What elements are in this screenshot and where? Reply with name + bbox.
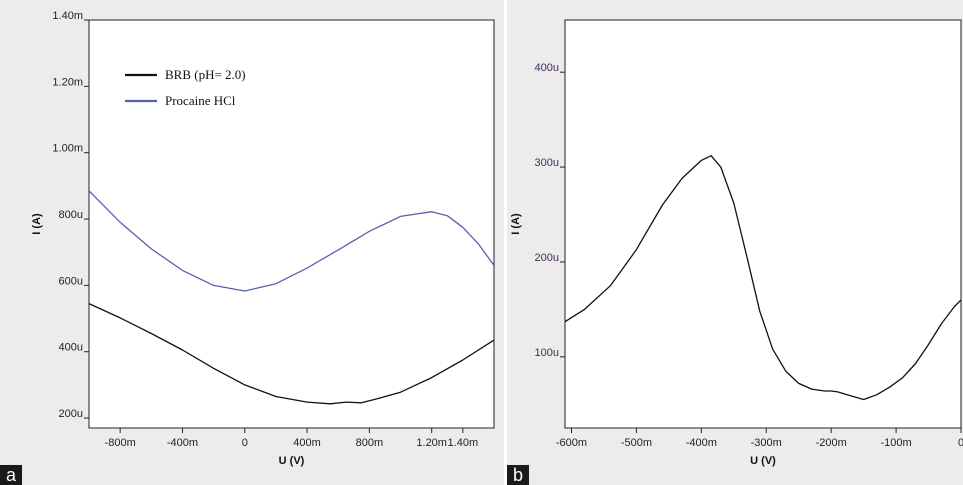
x-tick-label: 0: [958, 437, 963, 449]
plot-area: [564, 19, 962, 429]
x-tick-label: -100m: [880, 437, 911, 449]
x-tick-label: 1.40m: [448, 437, 479, 449]
chart-b-svg: 100u 200u 300u 400u -600m -500m -400m -300m -200…: [510, 19, 963, 467]
panel-label-b: b: [507, 465, 529, 485]
x-axis-title: U (V): [279, 455, 305, 467]
panel-label-a: a: [0, 465, 22, 485]
y-tick-label: 200u: [59, 408, 83, 420]
y-tick-label: 300u: [535, 157, 559, 169]
x-tick-label: 0: [242, 437, 248, 449]
x-tick-label: 1.20m: [416, 437, 447, 449]
chart-panel-b: 100u 200u 300u 400u -600m -500m -400m -300m -200…: [507, 0, 963, 485]
x-tick-label: -500m: [621, 437, 652, 449]
x-tick-label: -600m: [556, 437, 587, 449]
series-line-0: [89, 303, 494, 405]
x-tick-label: -300m: [751, 437, 782, 449]
x-tick-label: -800m: [105, 437, 136, 449]
x-tick-label: 800m: [356, 437, 384, 449]
x-tick-label: -400m: [167, 437, 198, 449]
legend-label: BRB (pH= 2.0): [165, 67, 246, 82]
y-tick-label: 200u: [535, 252, 559, 264]
series-line-0: [565, 155, 961, 401]
y-tick-label: 1.40m: [52, 10, 83, 22]
x-tick-label: -400m: [686, 437, 717, 449]
panel-divider: [504, 0, 507, 485]
chart-panel-a: 200u 400u 600u 800u 1.00m 1.20m 1.40m -800m -400…: [0, 10, 495, 485]
y-tick-label: 400u: [535, 62, 559, 74]
y-tick-label: 400u: [59, 342, 83, 354]
x-axis-title: U (V): [750, 455, 776, 467]
series-line-1: [89, 190, 494, 292]
y-tick-label: 1.00m: [52, 143, 83, 155]
plot-area: [88, 19, 495, 429]
y-axis-title: I (A): [510, 213, 522, 235]
x-tick-label: -200m: [816, 437, 847, 449]
x-tick-label: 400m: [293, 437, 321, 449]
y-tick-label: 800u: [59, 209, 83, 221]
legend-label: Procaine HCl: [165, 93, 236, 108]
y-tick-label: 100u: [535, 347, 559, 359]
y-tick-label: 1.20m: [52, 76, 83, 88]
y-axis-title: I (A): [31, 213, 43, 235]
y-tick-label: 600u: [59, 275, 83, 287]
